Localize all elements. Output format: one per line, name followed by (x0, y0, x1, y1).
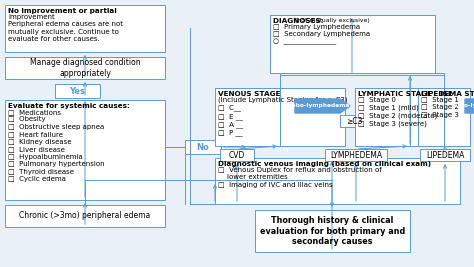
Text: CVD: CVD (229, 151, 245, 159)
Text: LYMPHEDEMA: LYMPHEDEMA (330, 151, 382, 159)
FancyBboxPatch shape (5, 57, 165, 79)
FancyBboxPatch shape (5, 205, 165, 227)
Text: VENOUS STAGE: VENOUS STAGE (218, 91, 281, 97)
Text: Diagnostic venous imaging (based on clinical exam): Diagnostic venous imaging (based on clin… (218, 161, 431, 167)
Text: No improvement or partial: No improvement or partial (8, 8, 117, 14)
FancyBboxPatch shape (420, 149, 470, 161)
FancyBboxPatch shape (215, 88, 345, 146)
FancyBboxPatch shape (220, 149, 254, 161)
Text: □  Stage 1
□  Stage 2
□  Stage 3: □ Stage 1 □ Stage 2 □ Stage 3 (421, 97, 459, 118)
Text: Lipo-lymphedema: Lipo-lymphedema (454, 104, 474, 108)
FancyBboxPatch shape (55, 84, 100, 98)
FancyBboxPatch shape (418, 88, 470, 146)
Text: No: No (197, 143, 210, 151)
Text: □  Stage 0
□  Stage 1 (mild)
□  Stage 2 (moderate)
□  Stage 3 (severe): □ Stage 0 □ Stage 1 (mild) □ Stage 2 (mo… (358, 97, 437, 127)
Text: (Include Lymphatic Staging for ≥ C3)
□  C__
□  E __
□  A __
□  P __: (Include Lymphatic Staging for ≥ C3) □ C… (218, 97, 347, 136)
FancyBboxPatch shape (5, 100, 165, 200)
Text: Thorough history & clinical
evaluation for both primary and
secondary causes: Thorough history & clinical evaluation f… (260, 216, 405, 246)
FancyBboxPatch shape (215, 158, 460, 204)
Polygon shape (465, 99, 474, 113)
FancyBboxPatch shape (255, 210, 410, 252)
Text: (not mutually exclusive): (not mutually exclusive) (295, 18, 370, 23)
Text: ≥C3: ≥C3 (346, 116, 362, 125)
Text: □  Venous Duplex for reflux and obstruction of
    lower extremities
□  Imaging : □ Venous Duplex for reflux and obstructi… (218, 167, 382, 188)
FancyBboxPatch shape (355, 88, 465, 146)
FancyBboxPatch shape (340, 115, 368, 127)
Text: LIPEDEMA STAGE: LIPEDEMA STAGE (421, 91, 474, 97)
FancyBboxPatch shape (270, 15, 435, 73)
Text: LYMPHATIC STAGE - ISL: LYMPHATIC STAGE - ISL (358, 91, 453, 97)
Text: Chronic (>3mo) peripheral edema: Chronic (>3mo) peripheral edema (19, 211, 151, 221)
Text: Yes: Yes (70, 87, 85, 96)
Text: improvement
Peripheral edema causes are not
mutually exclusive. Continue to
eval: improvement Peripheral edema causes are … (8, 14, 123, 42)
Text: □  Primary Lymphedema
□  Secondary Lymphedema
○  _______________: □ Primary Lymphedema □ Secondary Lymphed… (273, 24, 370, 45)
Text: Manage diagnosed condition
appropriately: Manage diagnosed condition appropriately (30, 58, 140, 78)
FancyBboxPatch shape (185, 140, 221, 154)
FancyBboxPatch shape (325, 149, 387, 161)
Polygon shape (295, 99, 350, 113)
Text: LIPEDEMA: LIPEDEMA (426, 151, 464, 159)
FancyBboxPatch shape (5, 5, 165, 52)
Text: Phlebo-lymphedema: Phlebo-lymphedema (282, 104, 350, 108)
Text: □  Medications
□  Obesity
□  Obstructive sleep apnea
□  Heart failure
□  Kidney : □ Medications □ Obesity □ Obstructive sl… (8, 109, 105, 182)
Text: Evaluate for systemic causes:: Evaluate for systemic causes: (8, 103, 130, 109)
Text: DIAGNOSES:: DIAGNOSES: (273, 18, 326, 24)
